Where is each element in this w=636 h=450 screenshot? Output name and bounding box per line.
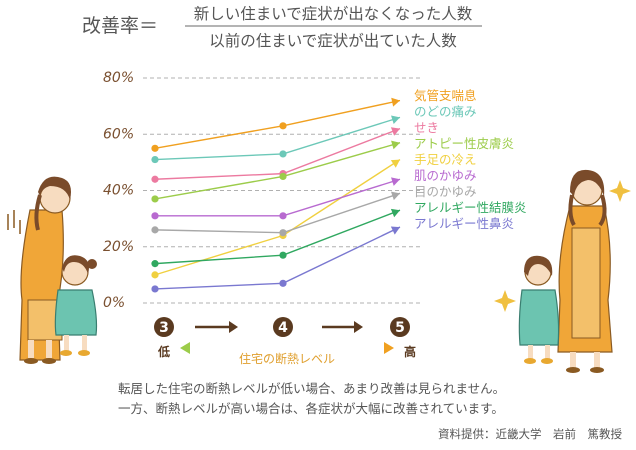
- formula-numerator: 新しい住まいで症状が出なくなった人数: [194, 5, 473, 23]
- data-point-1-2: [391, 115, 400, 125]
- y-tick-labels: 0% 20% 40% 60% 80%: [103, 70, 134, 311]
- y-tick-label-20: 20%: [103, 239, 134, 255]
- data-point-8-2: [390, 226, 400, 235]
- y-tick-label-60: 60%: [103, 126, 134, 142]
- data-point-7-0: [151, 260, 159, 268]
- data-point-6-0: [151, 226, 159, 234]
- source-credit: 資料提供：近畿大学 岩前 篤教授: [438, 427, 622, 441]
- caption-line-1: 転居した住宅の断熱レベルが低い場合、あまり改善は見られません。: [118, 381, 506, 396]
- y-tick-label-40: 40%: [103, 183, 134, 199]
- data-point-1-0: [151, 155, 159, 164]
- legend-label-2: せき: [414, 120, 439, 135]
- formula-lhs: 改善率＝: [82, 15, 158, 37]
- caption-line-2: 一方、断熱レベルが高い場合は、各症状が大幅に改善されています。: [118, 401, 504, 416]
- x-tick-label-4: 4: [278, 320, 288, 336]
- series-line-0: [154, 99, 401, 150]
- series-3: [151, 140, 401, 203]
- data-point-0-0: [151, 144, 159, 152]
- data-point-3-2: [391, 140, 400, 150]
- x-step-arrowhead-0: [229, 321, 238, 333]
- x-end-low: 低: [157, 344, 170, 359]
- chart-grid: [143, 77, 420, 304]
- x-end-high: 高: [404, 344, 416, 359]
- y-tick-label-80: 80%: [103, 70, 134, 86]
- series-6: [151, 191, 401, 237]
- series-line-8: [154, 226, 401, 290]
- data-point-5-2: [391, 177, 400, 186]
- formula-denominator: 以前の住まいで症状が出ていた人数: [209, 32, 457, 50]
- legend-label-7: アレルギー性結膜炎: [414, 200, 527, 215]
- data-point-1-1: [279, 150, 287, 158]
- illustration-mother-child-healthy: [494, 169, 631, 373]
- series-line-6: [154, 192, 401, 234]
- x-step-arrowhead-1: [354, 321, 363, 333]
- series-1: [151, 115, 401, 164]
- data-point-8-1: [279, 279, 287, 287]
- x-tick-label-3: 3: [159, 320, 169, 336]
- legend-label-8: アレルギー性鼻炎: [414, 216, 514, 231]
- legend-label-0: 気管支喘息: [414, 88, 477, 103]
- data-point-5-1: [279, 212, 287, 220]
- series-line-5: [155, 178, 401, 217]
- y-tick-label-0: 0%: [103, 295, 125, 311]
- x-tick-label-5: 5: [395, 320, 405, 336]
- data-point-0-2: [391, 97, 400, 107]
- data-point-8-0: [151, 285, 159, 293]
- data-point-2-0: [151, 175, 159, 183]
- series-0: [151, 97, 401, 152]
- insulation-level-arrow-left: [180, 342, 190, 354]
- x-tick-marker-3: [154, 317, 174, 337]
- insulation-level-arrow-right: [384, 342, 394, 354]
- data-point-7-1: [279, 251, 287, 259]
- data-point-4-2: [390, 159, 400, 168]
- illustration-mother-child-sick: [7, 176, 98, 364]
- data-point-3-1: [279, 172, 287, 181]
- series-7: [151, 208, 401, 268]
- x-tick-marker-5: [390, 317, 410, 337]
- chart-series: [151, 97, 401, 293]
- x-axis: 3 4 5 低 高 住宅の断熱レベル: [154, 317, 416, 366]
- data-point-4-0: [151, 271, 159, 279]
- data-point-5-0: [151, 212, 159, 220]
- data-point-6-2: [390, 191, 400, 201]
- series-2: [151, 127, 401, 183]
- data-point-7-2: [390, 208, 400, 218]
- data-point-6-1: [279, 229, 287, 237]
- data-point-2-2: [390, 127, 400, 136]
- legend-label-3: アトピー性皮膚炎: [414, 136, 514, 151]
- legend-label-6: 目のかゆみ: [414, 184, 477, 199]
- x-tick-marker-4: [273, 317, 293, 337]
- series-8: [151, 226, 401, 293]
- data-point-3-0: [151, 195, 159, 203]
- data-point-0-1: [279, 122, 287, 130]
- legend-label-5: 肌のかゆみ: [414, 168, 477, 183]
- series-5: [151, 177, 401, 220]
- x-axis-label: 住宅の断熱レベル: [239, 351, 335, 366]
- legend-label-1: のどの痛み: [414, 104, 477, 119]
- legend-label-4: 手足の冷え: [414, 152, 477, 167]
- chart-legend: 気管支喘息のどの痛みせきアトピー性皮膚炎手足の冷え肌のかゆみ目のかゆみアレルギー…: [414, 88, 527, 231]
